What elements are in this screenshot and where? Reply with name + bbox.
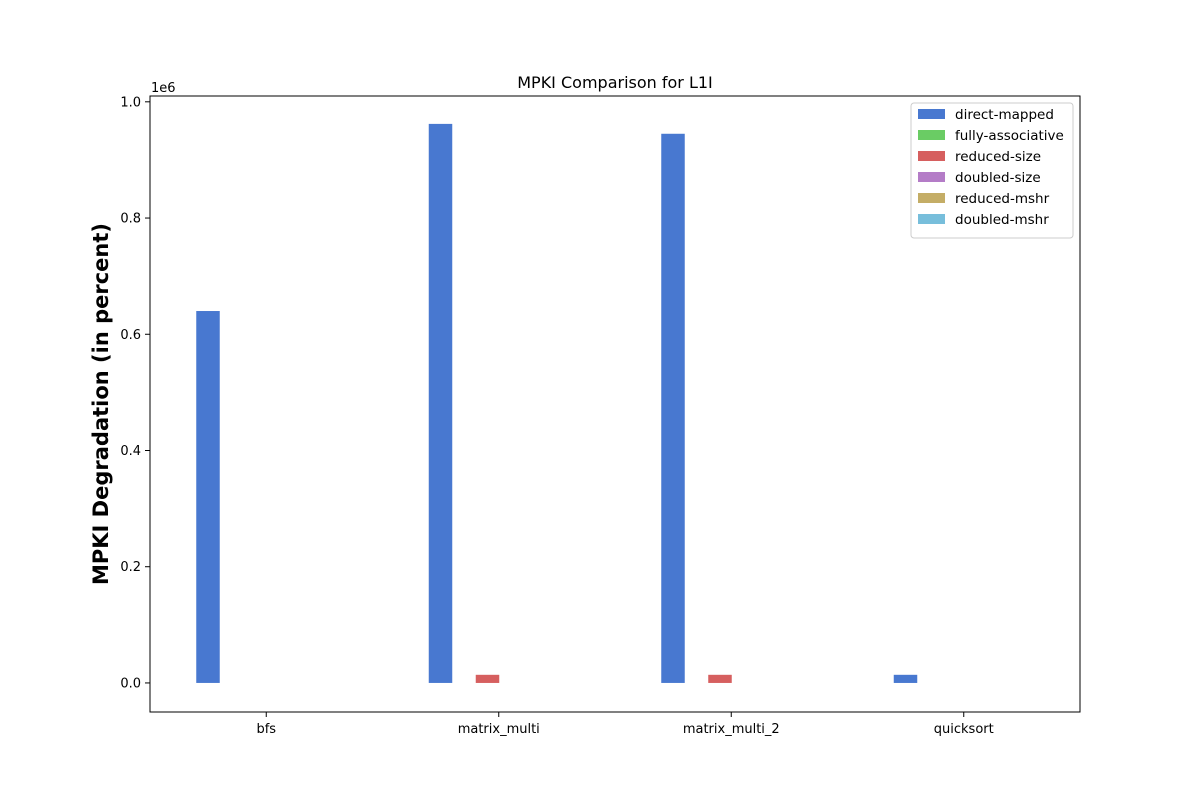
legend-label-doubled-size: doubled-size bbox=[955, 170, 1041, 186]
legend-swatch-doubled-size bbox=[918, 172, 945, 182]
legend-label-fully-associative: fully-associative bbox=[955, 128, 1064, 144]
legend-swatch-direct-mapped bbox=[918, 109, 945, 119]
legend-swatch-reduced-mshr bbox=[918, 193, 945, 203]
legend-swatch-reduced-size bbox=[918, 151, 945, 161]
legend-box bbox=[910, 102, 1074, 239]
legend: direct-mapped fully-associative reduced-si… bbox=[910, 102, 1074, 239]
bar-reduced-size-matrix_multi_2 bbox=[708, 674, 732, 683]
y-tick-label: 0.0 bbox=[120, 676, 141, 691]
y-tick-label: 0.6 bbox=[120, 328, 141, 343]
y-tick-label: 0.2 bbox=[120, 560, 141, 575]
y-axis-offset-text: 1e6 bbox=[151, 81, 176, 96]
bar-direct-mapped-bfs bbox=[196, 311, 220, 683]
legend-label-doubled-mshr: doubled-mshr bbox=[955, 212, 1049, 228]
y-axis-label: MPKI Degradation (in percent) bbox=[89, 223, 113, 585]
bar-direct-mapped-matrix_multi bbox=[428, 123, 453, 683]
legend-label-reduced-size: reduced-size bbox=[955, 149, 1041, 165]
legend-label-direct-mapped: direct-mapped bbox=[955, 107, 1054, 123]
y-tick-label: 0.4 bbox=[120, 444, 141, 459]
bars-layer bbox=[196, 123, 918, 683]
plot-frame bbox=[149, 95, 1081, 713]
y-tick-label: 1.0 bbox=[120, 95, 141, 110]
x-tick-label: matrix_multi bbox=[458, 722, 540, 737]
legend-swatch-doubled-mshr bbox=[918, 214, 945, 224]
legend-swatch-fully-associative bbox=[918, 130, 945, 140]
bar-reduced-size-matrix_multi bbox=[475, 674, 500, 683]
x-tick-label: quicksort bbox=[934, 722, 994, 737]
bar-direct-mapped-quicksort bbox=[893, 674, 918, 683]
legend-label-reduced-mshr: reduced-mshr bbox=[955, 191, 1050, 207]
chart-title: MPKI Comparison for L1I bbox=[517, 73, 713, 92]
bar-direct-mapped-matrix_multi_2 bbox=[661, 133, 685, 683]
x-tick-label: bfs bbox=[256, 722, 276, 737]
y-tick-label: 0.8 bbox=[120, 212, 141, 227]
axes-layer: 0.0 0.2 0.4 0.6 0.8 1.0 bfs matrix_multi matrix_… bbox=[120, 95, 1081, 737]
x-tick-label: matrix_multi_2 bbox=[683, 722, 780, 737]
